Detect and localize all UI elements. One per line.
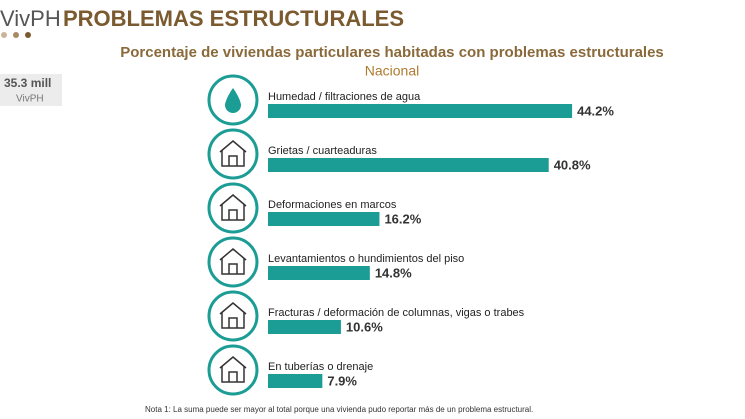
- value-label: 7.9%: [327, 373, 357, 388]
- icon-ring: [207, 344, 259, 396]
- value-label: 14.8%: [375, 265, 412, 280]
- category-label: Deformaciones en marcos: [268, 199, 397, 211]
- category-label: Grietas / cuarteaduras: [268, 145, 377, 157]
- icon: [219, 248, 247, 275]
- bar: [268, 158, 549, 172]
- note: Nota 1: La suma puede ser mayor al total…: [145, 405, 533, 414]
- chart-subtitle: Nacional: [365, 63, 419, 79]
- title-bold: PROBLEMAS ESTRUCTURALES: [63, 6, 404, 31]
- bar: [268, 104, 573, 118]
- title-light: VivPH: [0, 6, 61, 31]
- bar: [268, 320, 341, 334]
- icon-ring: [207, 236, 259, 288]
- category-label: Levantamientos o hundimientos del piso: [268, 253, 464, 265]
- category-label: Humedad / filtraciones de agua: [268, 91, 421, 103]
- badge-label: VivPH: [16, 94, 44, 105]
- category-label: Fracturas / deformación de columnas, vig…: [268, 307, 525, 319]
- value-label: 44.2%: [577, 103, 614, 118]
- dot: [25, 32, 31, 38]
- icon: [219, 194, 247, 221]
- bar: [268, 212, 380, 226]
- value-label: 16.2%: [384, 211, 421, 226]
- dot: [13, 32, 19, 38]
- icon: [225, 88, 241, 113]
- badge-box: [0, 74, 62, 106]
- bar: [268, 374, 323, 388]
- dot: [1, 32, 7, 38]
- icon-ring: [207, 128, 259, 180]
- value-label: 40.8%: [554, 157, 591, 172]
- icon: [219, 140, 247, 167]
- badge-value: 35.3 mill: [4, 76, 51, 90]
- value-label: 10.6%: [346, 319, 383, 334]
- bar: [268, 266, 370, 280]
- icon: [219, 302, 247, 329]
- icon: [219, 356, 247, 383]
- icon-ring: [207, 290, 259, 342]
- category-label: En tuberías o drenaje: [268, 361, 373, 373]
- icon-ring: [207, 182, 259, 234]
- chart-title: Porcentaje de viviendas particulares hab…: [120, 44, 664, 61]
